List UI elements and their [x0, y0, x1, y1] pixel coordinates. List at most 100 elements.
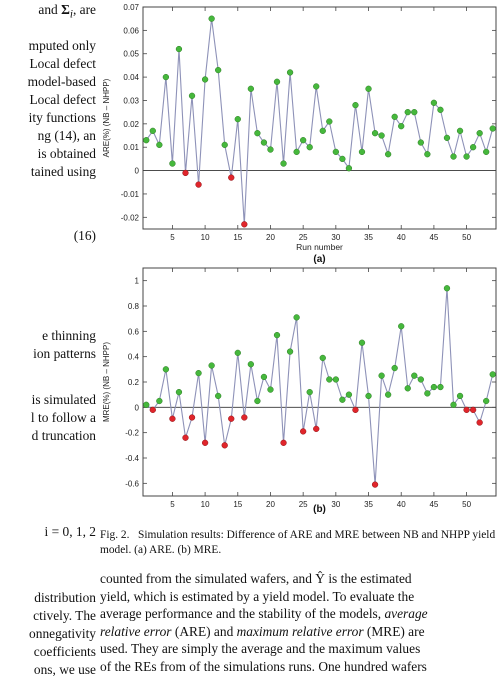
left-column-line: ctively. The	[33, 608, 96, 624]
data-point	[353, 407, 359, 413]
data-point	[477, 420, 483, 426]
term-maximum-relative-error: maximum relative error	[237, 624, 364, 639]
data-point	[261, 374, 267, 380]
data-point	[405, 109, 411, 115]
data-point	[353, 102, 359, 108]
x-tick-label: 10	[201, 233, 210, 242]
x-tick-label: 45	[429, 233, 438, 242]
y-tick-label: 0	[135, 403, 140, 412]
data-point	[313, 84, 319, 90]
body-line-2: yield, which is estimated by a yield mod…	[100, 588, 500, 606]
data-point	[189, 415, 195, 421]
data-point	[339, 397, 345, 403]
x-tick-label: 5	[170, 500, 175, 509]
data-point	[156, 398, 162, 404]
data-point	[248, 86, 254, 92]
data-point	[405, 385, 411, 391]
left-column-line: onnegativity	[29, 626, 96, 642]
data-point	[372, 482, 378, 488]
data-point	[202, 440, 208, 446]
data-point	[281, 440, 287, 446]
x-tick-label: 35	[364, 233, 373, 242]
caption-text: Simulation results: Difference of ARE an…	[100, 529, 495, 556]
y-tick-label: 0.02	[123, 120, 139, 129]
left-column-line: distribution	[34, 590, 96, 606]
data-point	[470, 407, 476, 413]
data-point	[156, 142, 162, 148]
data-point	[333, 377, 339, 383]
data-point	[274, 332, 280, 338]
x-tick-label: 50	[462, 233, 471, 242]
y-tick-label: 0.06	[123, 26, 139, 35]
data-point	[359, 149, 365, 155]
data-point	[294, 315, 300, 321]
x-tick-label: 20	[266, 233, 275, 242]
data-point	[424, 151, 430, 157]
y-axis-label: MRE(%) (NB – NHPP)	[102, 342, 111, 422]
x-tick-label: 15	[233, 233, 242, 242]
data-point	[268, 147, 274, 153]
data-point	[150, 128, 156, 134]
y-axis-label: ARE(%) (NB – NHPP)	[102, 78, 111, 157]
data-point	[444, 285, 450, 291]
data-point	[254, 398, 260, 404]
data-point	[183, 435, 189, 441]
plot-area	[143, 7, 496, 229]
data-point	[176, 389, 182, 395]
data-point	[241, 221, 247, 227]
data-point	[470, 144, 476, 150]
chart-mre: -0.6-0.4-0.200.20.40.60.815 10 15 20 25 30 35 4…	[102, 268, 496, 515]
data-point	[313, 426, 319, 432]
data-point	[346, 392, 352, 398]
y-tick-label: -0.02	[121, 213, 140, 222]
data-point	[346, 165, 352, 171]
data-point	[209, 363, 215, 369]
data-point	[392, 114, 398, 120]
data-point	[451, 154, 457, 160]
body-line-4-mid: (ARE) and	[172, 624, 237, 639]
term-relative-error: relative error	[100, 624, 172, 639]
data-point	[418, 377, 424, 383]
data-point	[209, 16, 215, 22]
data-point	[372, 130, 378, 136]
y-tick-label: 0.8	[128, 302, 140, 311]
data-point	[222, 442, 228, 448]
x-tick-label: 30	[331, 233, 340, 242]
term-average: average	[384, 606, 427, 621]
data-point	[464, 407, 470, 413]
data-point	[411, 109, 417, 115]
data-point	[163, 366, 169, 372]
data-point	[366, 393, 372, 399]
data-point	[490, 126, 496, 132]
data-point	[483, 398, 489, 404]
body-line-5: used. They are simply the average and th…	[100, 640, 500, 658]
data-point	[379, 373, 385, 379]
data-point	[176, 46, 182, 52]
data-point	[254, 130, 260, 136]
data-point	[183, 170, 189, 176]
plot-area	[143, 268, 496, 496]
data-point	[222, 142, 228, 148]
data-point	[307, 389, 313, 395]
body-text: counted from the simulated wafers, and Ŷ…	[100, 570, 500, 675]
data-point	[150, 407, 156, 413]
y-tick-label: -0.2	[125, 429, 139, 438]
data-point	[143, 137, 149, 143]
data-point	[202, 77, 208, 83]
body-line-6: of the REs from of the simulations runs.…	[100, 658, 500, 676]
data-point	[424, 391, 430, 397]
chart-are: -0.02-0.0100.010.020.030.040.050.060.075…	[102, 3, 496, 265]
body-line-3: average performance and the stability of…	[100, 605, 500, 623]
data-point	[228, 175, 234, 181]
data-point	[483, 149, 489, 155]
data-point	[339, 156, 345, 162]
data-point	[170, 161, 176, 167]
data-point	[392, 365, 398, 371]
x-tick-label: 10	[201, 500, 210, 509]
body-line-4: relative error (ARE) and maximum relativ…	[100, 623, 500, 641]
data-point	[464, 154, 470, 160]
x-tick-label: 25	[299, 233, 308, 242]
data-point	[274, 79, 280, 85]
data-point	[385, 392, 391, 398]
x-tick-label: 40	[397, 233, 406, 242]
